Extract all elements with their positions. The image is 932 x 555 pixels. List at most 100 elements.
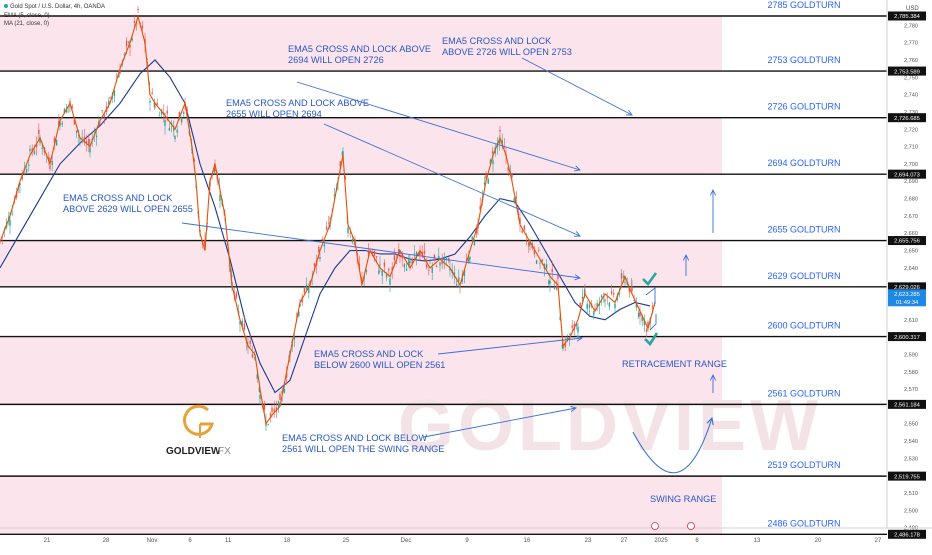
x-tick-16: 27	[875, 538, 882, 544]
price-tag-6: 2,600.317	[894, 335, 920, 341]
candle-body-250	[483, 182, 486, 185]
candle-body-269	[519, 218, 521, 224]
y-axis: USD2,4902,5002,5102,5202,5302,5402,5502,…	[886, 0, 919, 532]
price-tag-bg-0	[888, 11, 926, 21]
candle-body-205	[393, 255, 396, 261]
candle-body-278	[538, 250, 540, 252]
current-price-tag-bg	[888, 289, 926, 307]
candle-body-331	[639, 311, 641, 317]
ma-legend: MA (21, close, 0)	[4, 20, 105, 29]
candle-body-37	[73, 119, 76, 125]
candle-body-153	[293, 336, 296, 340]
candle-body-201	[385, 274, 388, 278]
band-1	[0, 71, 722, 118]
price-tag-9: 2,486.178	[894, 532, 920, 538]
candle-body-42	[83, 136, 86, 143]
candle-body-6	[11, 213, 13, 215]
candle-body-263	[507, 166, 509, 171]
candle-body-295	[569, 334, 571, 335]
candle-body-334	[645, 328, 648, 332]
candle-body-136	[259, 395, 261, 400]
candle-body-321	[620, 273, 623, 279]
candle-body-21	[41, 147, 43, 149]
candle-body-114	[219, 194, 221, 201]
candle-body-225	[433, 254, 436, 259]
price-tag-bg-3	[888, 169, 926, 179]
candle-body-65	[129, 45, 131, 48]
candle-body-62	[123, 53, 126, 55]
goldturn-levels: 2785 GOLDTURN 2753 GOLDTURN 2726 GOLDTURN 2…	[0, 0, 887, 535]
annotation-4-line-1: BELOW 2600 WILL OPEN 2561	[314, 360, 445, 370]
annotation-2: EMA5 CROSS AND LOCK ABOVE 2655 WILL OPEN …	[226, 98, 369, 119]
x-axis: 21 28 Nov 6 11 18 25 Dec 9 16 23 27 2025 6 13 20 27	[0, 522, 932, 544]
candle-body-322	[623, 275, 625, 279]
annotation-5: EMA5 CROSS AND LOCK BELOW 2561 WILL OPEN …	[282, 433, 444, 454]
annotation-7: SWING RANGE	[650, 494, 716, 504]
y-tick-25: 2,740	[904, 93, 918, 99]
candle-body-123	[235, 292, 238, 298]
ma-series-line	[0, 59, 651, 394]
event-flag-icon-2	[687, 522, 695, 530]
price-tag-bg-2	[888, 113, 926, 123]
x-tick-5: 18	[284, 538, 291, 544]
candle-body-192	[367, 251, 370, 257]
price-tag-bg-7	[888, 399, 926, 409]
ema-legend-text: EMA (5, close, 0)	[4, 12, 50, 19]
x-tick-10: 23	[585, 538, 592, 544]
price-tag-bg-1	[888, 66, 926, 76]
candle-body-105	[204, 240, 206, 245]
annotation-4-line-0: EMA5 CROSS AND LOCK	[314, 349, 424, 359]
candle-body-59	[118, 74, 120, 78]
candle-body-223	[429, 262, 431, 264]
candle-body-246	[475, 229, 478, 234]
candle-body-309	[596, 303, 598, 308]
annotation-5-line-1: 2561 WILL OPEN THE SWING RANGE	[282, 444, 444, 454]
candle-body-224	[431, 267, 433, 273]
candle-body-98	[191, 152, 193, 153]
level-label-1: 2753 GOLDTURN	[767, 55, 840, 65]
x-tick-12: 2025	[654, 538, 668, 544]
price-tag-bg-4	[888, 236, 926, 246]
candle-body-323	[624, 281, 626, 283]
band-0	[0, 15, 722, 72]
ma-line	[0, 59, 651, 394]
candle-body-178	[342, 151, 344, 157]
candle-body-141	[269, 413, 272, 416]
swing-range-arc	[632, 418, 712, 474]
candle-body-86	[168, 128, 171, 131]
candle-body-204	[391, 267, 393, 272]
candle-body-238	[459, 286, 461, 287]
y-tick-23: 2,720	[904, 127, 918, 133]
price-tag-0: 2,785.384	[894, 14, 921, 20]
candle-body-316	[610, 291, 613, 294]
candle-body-63	[125, 40, 128, 47]
candle-body-326	[630, 286, 633, 288]
candle-body-69	[137, 8, 139, 11]
band-8	[0, 476, 722, 535]
candle-body-241	[465, 258, 468, 261]
candle-body-144	[275, 407, 278, 412]
candle-body-45	[89, 147, 91, 153]
candle-body-288	[557, 274, 559, 279]
candle-body-254	[491, 151, 494, 154]
candle-body-227	[438, 255, 440, 259]
projection-arrow-4	[437, 338, 582, 355]
x-tick-13: 6	[695, 538, 699, 544]
candle-body-240	[463, 270, 466, 277]
candle-body-287	[555, 286, 558, 290]
price-tag-2: 2,726.685	[894, 116, 920, 122]
candle-body-60	[119, 71, 121, 74]
x-tick-2: Nov	[147, 538, 158, 544]
near-price-arrow-up	[645, 287, 656, 304]
logo-suffix-text: FX	[218, 446, 231, 457]
candle-body-266	[513, 198, 515, 202]
y-tick-4: 2,530	[904, 456, 918, 462]
candle-body-32	[63, 108, 66, 114]
candle-body-167	[321, 238, 323, 240]
x-tick-6: 25	[343, 538, 350, 544]
candle-body-126	[241, 320, 243, 327]
candle-body-149	[285, 373, 288, 378]
candle-body-199	[381, 270, 383, 276]
candle-body-280	[541, 259, 543, 262]
candle-body-203	[389, 278, 391, 285]
